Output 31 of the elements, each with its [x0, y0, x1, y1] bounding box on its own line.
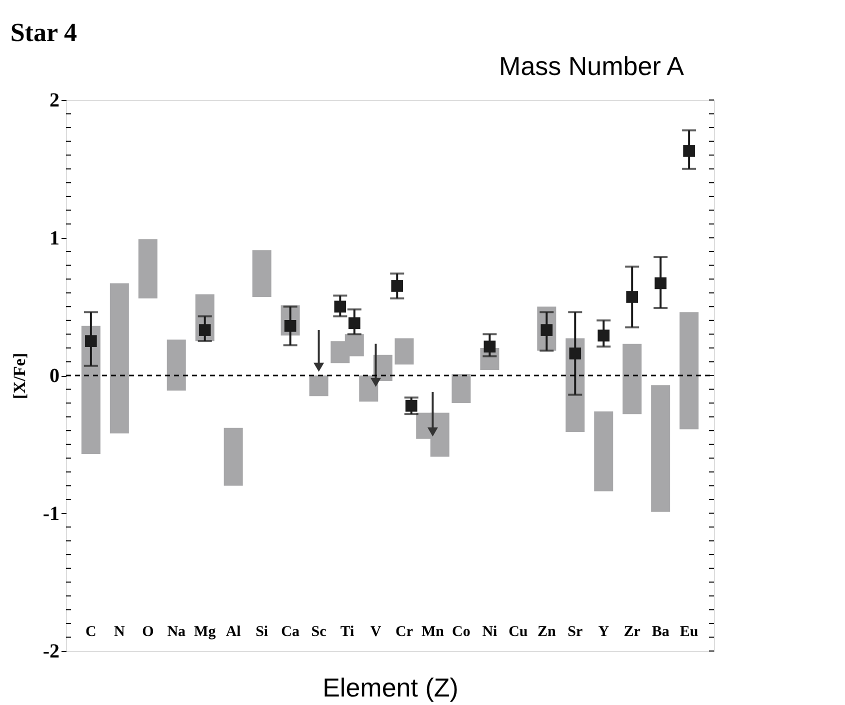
y-tick-label: -2: [42, 640, 60, 662]
x-tick-label: Y: [598, 624, 610, 640]
x-tick-label: V: [370, 624, 382, 640]
x-tick-label: Al: [226, 624, 241, 640]
x-tick-label: Zr: [624, 624, 641, 640]
y-tick-label: -1: [42, 502, 60, 525]
x-tick-label: Ni: [482, 624, 498, 640]
y-tick-label: 2: [50, 90, 60, 112]
text: Mass Number A: [499, 51, 685, 81]
x-tick-label: O: [142, 624, 154, 640]
x-tick-label: Cu: [508, 624, 528, 640]
x-tick-label: Ca: [281, 624, 300, 640]
x-tick-label: Sr: [568, 624, 583, 640]
x-tick-label: Mg: [194, 624, 216, 640]
x-tick-label: Co: [452, 624, 470, 640]
x-tick-label: Cr: [395, 624, 414, 640]
x-tick-label: Na: [167, 624, 186, 640]
x-tick-label: Ti: [340, 624, 354, 640]
x-tick-label: C: [86, 624, 96, 640]
x-tick-label: Sc: [311, 624, 327, 640]
x-tick-label: Eu: [680, 624, 698, 640]
y-tick-label: 1: [50, 227, 60, 250]
x-tick-label: Zn: [537, 624, 556, 640]
x-tick-label: Si: [256, 624, 268, 640]
x-tick-label: Ba: [652, 624, 670, 640]
chart-title: Star 4: [10, 18, 78, 47]
y-axis-title: [X/Fe]: [10, 352, 29, 400]
x-axis-title: Element (Z): [322, 672, 458, 702]
y-tick-label: 0: [50, 365, 60, 387]
x-tick-label: Mn: [421, 624, 445, 640]
x-tick-label: N: [114, 624, 125, 640]
